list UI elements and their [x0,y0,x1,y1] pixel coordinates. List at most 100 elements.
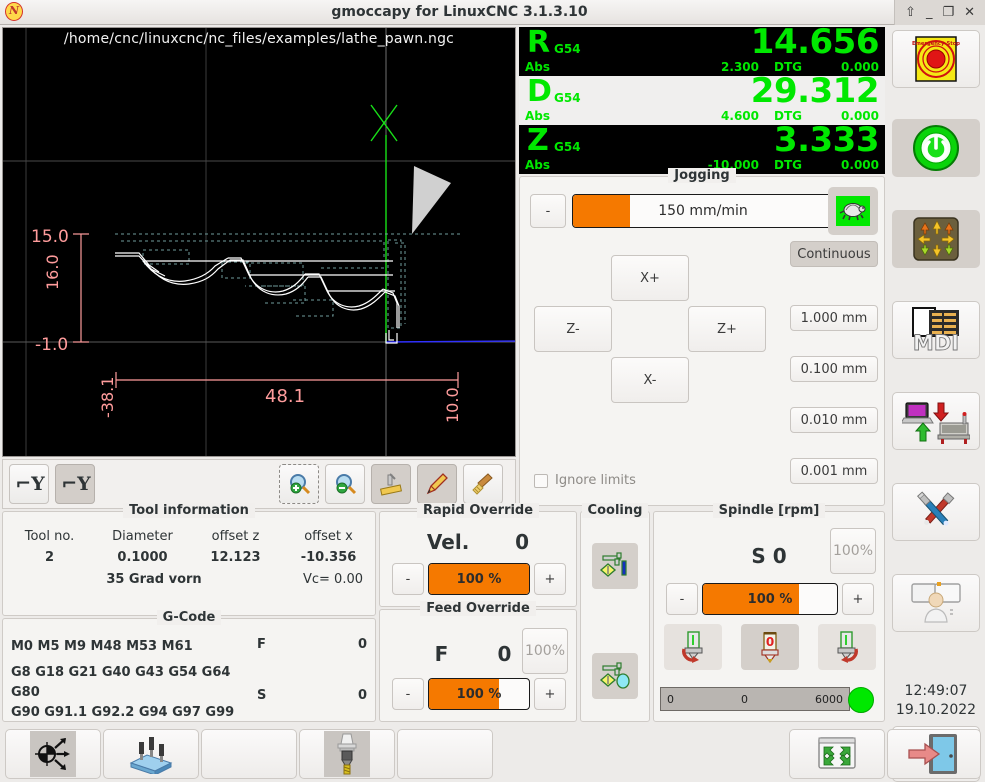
rapid-override-row: - 100 % + [392,562,566,596]
coolant-flood-button[interactable] [592,543,638,589]
edit-button[interactable] [417,464,457,504]
jog-z-minus-button[interactable]: Z- [534,306,612,352]
mode-sidebar: Emergency-Stop [888,27,983,782]
jog-slow-rabbit-turtle-button[interactable] [828,187,878,235]
spindle-speed-scale: 0 0 6000 [660,687,850,711]
jog-x-minus-button[interactable]: X- [611,357,689,403]
dro-row-z[interactable]: Z G54 3.333 Abs -10.000 DTG 0.000 [519,125,885,174]
touch-off-button[interactable] [5,729,101,779]
dro-dtg-label: DTG [774,158,802,172]
jog-velocity-minus-button[interactable]: - [530,194,566,228]
rapid-override-slider[interactable]: 100 % [428,563,530,595]
gcode-f-label: F [257,637,266,652]
diameter-header: Diameter [112,529,173,544]
coolant-mist-icon [599,662,630,689]
maximize-button[interactable]: ❐ [942,4,955,20]
feed-override-row: - 100 % + [392,677,566,711]
spindle-speed-display: S 0 [751,544,787,568]
tool-information-panel: Tool information Tool no. Diameter offse… [2,503,376,616]
jog-x-plus-button[interactable]: X+ [611,255,689,301]
jog-velocity-row: - 150 mm/min + [530,191,876,231]
cooling-legend: Cooling [581,503,649,518]
feed-reset-button[interactable]: 100% [522,628,568,674]
dim-x-left: -38.1 [98,377,117,418]
tool-info-header-row: Tool no. Diameter offset z offset x [3,526,375,547]
tool-info-value-row: 2 0.1000 12.123 -10.356 [3,547,375,568]
tool-holder-icon [337,733,357,775]
machine-power-button[interactable] [892,119,980,177]
shade-button[interactable]: ⇧ [905,4,916,20]
dro-row-d[interactable]: D G54 29.312 Abs 4.600 DTG 0.000 [519,76,885,125]
tool-info-bottom-row: 35 Grad vorn Vc= 0.00 [3,572,375,587]
minimize-button[interactable]: _ [925,4,933,20]
spindle-plus-button[interactable]: + [842,583,874,615]
close-button[interactable]: ✕ [964,4,975,20]
feed-minus-button[interactable]: - [392,678,424,710]
feed-plus-button[interactable]: + [534,678,566,710]
spindle-stop-button[interactable]: 0 [741,624,799,670]
dro-g5x-label: G54 [554,140,581,154]
rapid-plus-button[interactable]: + [534,563,566,595]
dro-panel: R G54 14.656 Abs 2.300 DTG 0.000 D G54 2… [519,27,885,174]
clear-button[interactable] [463,464,503,504]
rapid-override-legend: Rapid Override [380,503,576,518]
coolant-mist-button[interactable] [592,653,638,699]
scale-mid: 0 [741,692,748,706]
svg-text:MDI: MDI [913,331,959,354]
jog-arrows-icon [913,217,959,261]
dim-y-bottom: -1.0 [35,335,68,355]
tool-information-grid: Tool no. Diameter offset z offset x 2 0.… [3,526,375,587]
feed-override-slider[interactable]: 100 % [428,678,530,710]
rapid-minus-button[interactable]: - [392,563,424,595]
spindle-status-led [848,687,874,713]
gcode-preview[interactable]: 15.0 -1.0 16.0 48.1 -38.1 10.0 /home/cnc… [2,27,516,457]
spindle-cw-icon [837,631,858,663]
spindle-reset-button[interactable]: 100% [830,528,876,574]
mdi-mode-button[interactable]: MDI [892,301,980,359]
dimensions-button[interactable] [371,464,411,504]
spindle-cw-button[interactable] [818,624,876,670]
jog-velocity-slider[interactable]: 150 mm/min [572,194,834,228]
zoom-out-button[interactable] [325,464,365,504]
spindle-ccw-button[interactable] [664,624,722,670]
vel-label: Vel. [426,530,470,554]
tool-no-value: 2 [44,550,55,565]
jog-increment-3[interactable]: 0.010 mm [790,407,878,433]
jog-mode-continuous-button[interactable]: Continuous [790,241,878,267]
user-tabs-button[interactable] [892,574,980,632]
jog-z-plus-button[interactable]: Z+ [688,306,766,352]
spindle-override-slider[interactable]: 100 % [702,583,838,615]
bottom-toolbar [0,726,981,782]
dro-axis-letter: D [527,76,552,109]
manual-mode-button[interactable] [892,210,980,268]
dro-row-r[interactable]: R G54 14.656 Abs 2.300 DTG 0.000 [519,27,885,76]
ignore-limits-checkbox[interactable]: Ignore limits [534,473,636,488]
auto-mode-button[interactable] [892,392,980,450]
tool-offsets-button[interactable] [103,729,199,779]
spindle-override-row: - 100 % + [666,582,874,616]
g-codes-line-2: G90 G91.1 G92.2 G94 G97 G99 [11,705,235,720]
view-y-button[interactable]: ⌐Y [9,464,49,504]
estop-button[interactable]: Emergency-Stop [892,30,980,88]
cooling-panel: Cooling [580,503,650,722]
view-y2-button[interactable]: ⌐Y [55,464,95,504]
scale-max: 6000 [815,692,843,706]
exit-bottom-button[interactable] [887,729,981,779]
empty-slot-1 [201,729,297,779]
jog-increment-2[interactable]: 0.100 mm [790,356,878,382]
spindle-panel: Spindle [rpm] S 0 100% - 100 % + [653,503,885,722]
checkbox-box [534,473,548,488]
jog-increment-4[interactable]: 0.001 mm [790,458,878,484]
tool-change-button[interactable] [299,729,395,779]
jog-increment-1[interactable]: 1.000 mm [790,305,878,331]
dim-x-span: 48.1 [265,386,305,407]
fullscreen-icon [818,737,856,769]
fullscreen-button[interactable] [789,729,885,779]
settings-button[interactable] [892,483,980,541]
zoom-in-button[interactable] [279,464,319,504]
svg-text:Emergency-Stop: Emergency-Stop [912,41,960,47]
spindle-minus-button[interactable]: - [666,583,698,615]
gcode-legend: G-Code [3,610,375,625]
gcode-content: M0 M5 M9 M48 M53 M61 G8 G18 G21 G40 G43 … [11,637,367,723]
tool-table-icon [129,737,173,774]
